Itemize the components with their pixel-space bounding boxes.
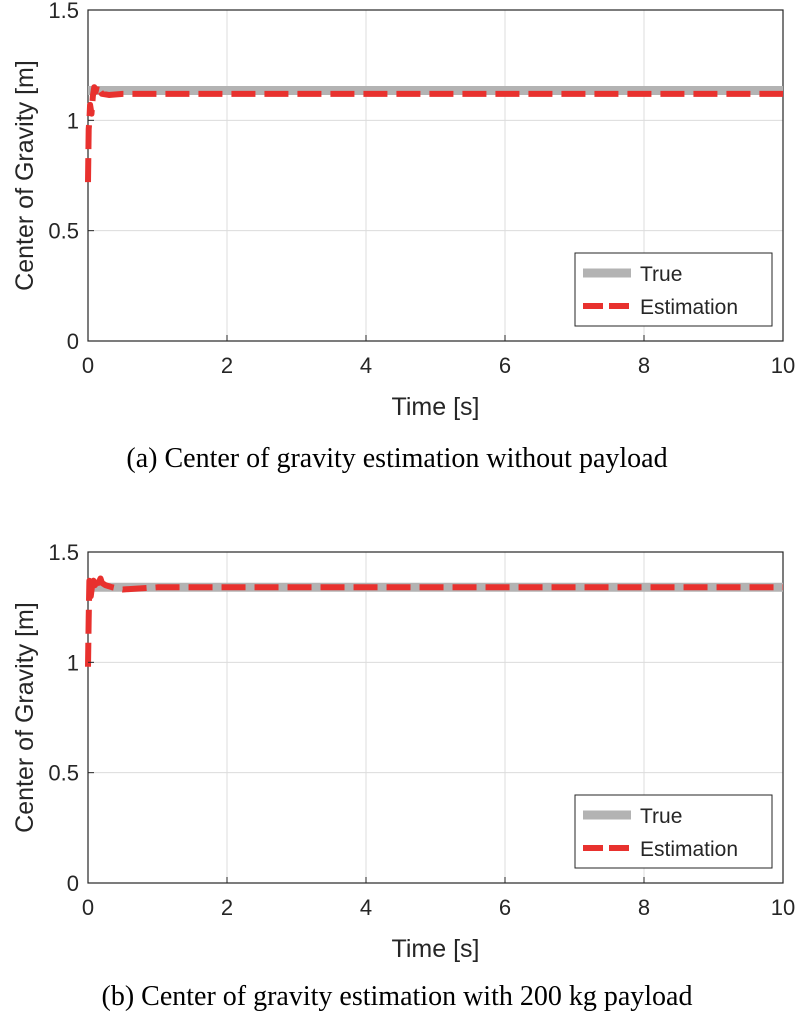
chart-a: 0 2 4 6 8 10 0 0.5 1 1.5 Time [s] Center of Grav… [11,0,795,474]
chart-a-y-tick-label-1: 1 [67,108,79,133]
chart-a-y-tick-label-1-5: 1.5 [48,0,79,23]
chart-a-x-ticks: 0 2 4 6 8 10 [82,335,795,378]
chart-b-y-tick-label-0-5: 0.5 [48,761,79,786]
chart-a-legend: True Estimation [574,252,773,327]
chart-b-series-estimation-line [85,575,783,667]
chart-a-y-tick-label-0: 0 [67,329,79,354]
chart-b-x-ticks: 0 2 4 6 8 10 [82,877,795,920]
chart-b-y-axis-label: Center of Gravity [m] [11,602,39,833]
chart-b-legend-box [574,794,773,869]
chart-b-y-tick-label-1-5: 1.5 [48,540,79,565]
chart-b-x-tick-label-6: 6 [499,895,511,920]
chart-b-x-tick-label-4: 4 [360,895,372,920]
chart-a-x-axis-label: Time [s] [392,393,480,421]
chart-b-y-ticks: 0 0.5 1 1.5 [48,540,94,896]
chart-a-x-tick-label-2: 2 [221,353,233,378]
chart-a-series-estimation-line [85,82,783,183]
chart-a-x-tick-label-4: 4 [360,353,372,378]
chart-b-legend-true-label: True [640,805,682,828]
chart-b-x-tick-label-10: 10 [771,895,795,920]
chart-b-legend-estimation-label: Estimation [640,838,738,861]
chart-b-y-tick-label-0: 0 [67,871,79,896]
chart-b-x-axis-label: Time [s] [392,935,480,963]
chart-a-x-tick-label-8: 8 [638,353,650,378]
chart-a-x-tick-label-6: 6 [499,353,511,378]
chart-a-caption: (a) Center of gravity estimation without… [126,443,667,474]
chart-b: 0 2 4 6 8 10 0 0.5 1 1.5 Time [s] Center of Grav… [11,540,795,1012]
chart-a-y-ticks: 0 0.5 1 1.5 [48,0,94,354]
chart-a-legend-estimation-label: Estimation [640,296,738,319]
chart-b-x-tick-label-8: 8 [638,895,650,920]
chart-a-legend-box [574,252,773,327]
chart-a-series [85,82,783,183]
chart-b-caption: (b) Center of gravity estimation with 20… [102,981,693,1012]
chart-a-y-axis-label: Center of Gravity [m] [11,60,39,291]
chart-b-x-tick-label-2: 2 [221,895,233,920]
chart-a-legend-true-label: True [640,263,682,286]
chart-b-frame [87,551,784,884]
chart-b-series [85,575,783,667]
chart-a-y-tick-label-0-5: 0.5 [48,219,79,244]
chart-a-x-tick-label-0: 0 [82,353,94,378]
chart-b-legend: True Estimation [574,794,773,869]
chart-a-x-tick-label-10: 10 [771,353,795,378]
chart-b-y-tick-label-1: 1 [67,650,79,675]
chart-b-x-tick-label-0: 0 [82,895,94,920]
